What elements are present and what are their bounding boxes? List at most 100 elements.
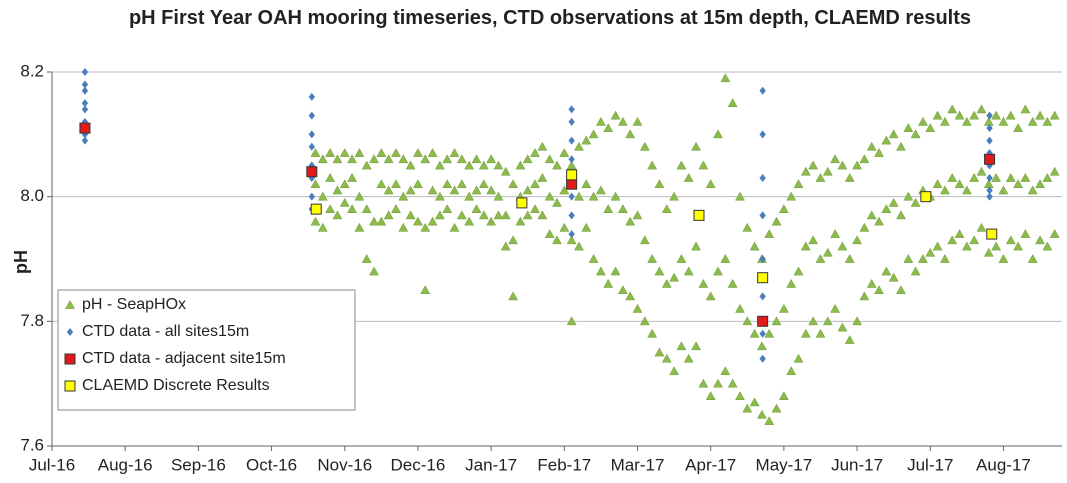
diamond-marker [759,130,766,139]
triangle-marker [471,154,482,164]
triangle-marker [742,316,753,326]
triangle-marker [764,416,775,425]
triangle-marker [976,166,987,176]
triangle-marker [998,185,1009,195]
x-tick-label: Oct-16 [246,455,297,474]
triangle-marker [493,191,504,201]
triangle-marker [603,204,614,213]
triangle-marker [376,216,387,226]
triangle-marker [822,316,833,326]
triangle-marker [434,210,445,220]
diamond-marker [986,186,993,195]
triangle-marker [420,285,431,295]
triangle-marker [610,110,621,120]
triangle-marker [581,179,592,189]
triangle-marker [713,129,723,139]
triangle-marker [683,266,694,276]
triangle-marker [566,316,577,326]
x-tick-label: Aug-17 [976,455,1031,474]
x-tick-label: Jun-17 [831,455,883,474]
y-tick-label: 8.0 [20,186,44,205]
triangle-marker [866,141,877,151]
triangle-marker [910,266,921,276]
triangle-marker [676,341,687,351]
triangle-marker [815,328,826,338]
triangle-marker [339,148,350,157]
triangle-marker [947,235,958,245]
triangle-marker [1013,123,1024,132]
triangle-marker [574,241,584,251]
triangle-marker [778,204,789,213]
triangle-marker [65,299,75,309]
triangle-marker [800,241,811,251]
triangle-marker [793,179,804,189]
triangle-marker [749,397,760,407]
triangle-marker [442,154,453,164]
triangle-marker [581,222,592,232]
triangle-marker [574,141,584,151]
triangle-marker [552,235,562,245]
triangle-marker [815,172,826,182]
triangle-marker [508,179,519,189]
triangle-marker [932,241,943,251]
triangle-marker [376,179,387,189]
triangle-marker [1049,229,1060,238]
triangle-marker [888,272,899,282]
triangle-marker [537,172,548,182]
diamond-marker [568,105,575,114]
diamond-marker [81,105,89,114]
triangle-marker [647,328,658,338]
triangle-marker [947,172,958,182]
triangle-marker [1035,235,1045,245]
triangle-marker [830,154,841,164]
triangle-marker [369,266,379,276]
triangle-marker [808,160,819,170]
triangle-marker [332,185,343,195]
diamond-marker [986,192,993,201]
triangle-marker [625,291,636,301]
triangle-marker [837,322,848,332]
diamond-marker [81,86,89,95]
triangle-marker [954,179,965,189]
triangle-marker [735,191,745,201]
triangle-marker [332,154,343,164]
triangle-marker [369,216,379,226]
triangle-marker [647,160,658,170]
triangle-marker [727,98,738,108]
legend-label: CLAEMD Discrete Results [82,377,270,394]
triangle-marker [1027,116,1038,126]
triangle-marker [991,241,1002,251]
diamond-marker [986,136,993,145]
diamond-marker [308,111,316,120]
triangle-marker [588,253,599,263]
triangle-marker [537,210,548,220]
triangle-marker [903,253,914,263]
diamond-marker [759,292,766,301]
triangle-marker [515,160,526,170]
triangle-marker [639,141,650,151]
y-axis-label: pH [11,250,31,274]
triangle-marker [844,335,855,344]
triangle-marker [874,216,884,226]
x-tick-label: Jan-17 [465,455,517,474]
triangle-marker [866,210,877,220]
triangle-marker [493,210,504,220]
triangle-marker [1020,104,1031,114]
triangle-marker [493,160,504,170]
triangle-marker [983,247,994,257]
triangle-marker [749,241,760,251]
triangle-marker [1005,172,1016,182]
triangle-marker [698,278,709,288]
triangle-marker [808,235,819,245]
triangle-marker [559,185,570,195]
triangle-marker [918,116,928,126]
triangle-marker [456,179,467,189]
triangle-marker [771,316,782,326]
triangle-marker [647,253,658,263]
triangle-marker [961,116,972,126]
triangle-marker [844,253,855,263]
square-marker [516,197,528,209]
y-tick-label: 7.6 [20,435,44,454]
triangle-marker [354,148,365,157]
